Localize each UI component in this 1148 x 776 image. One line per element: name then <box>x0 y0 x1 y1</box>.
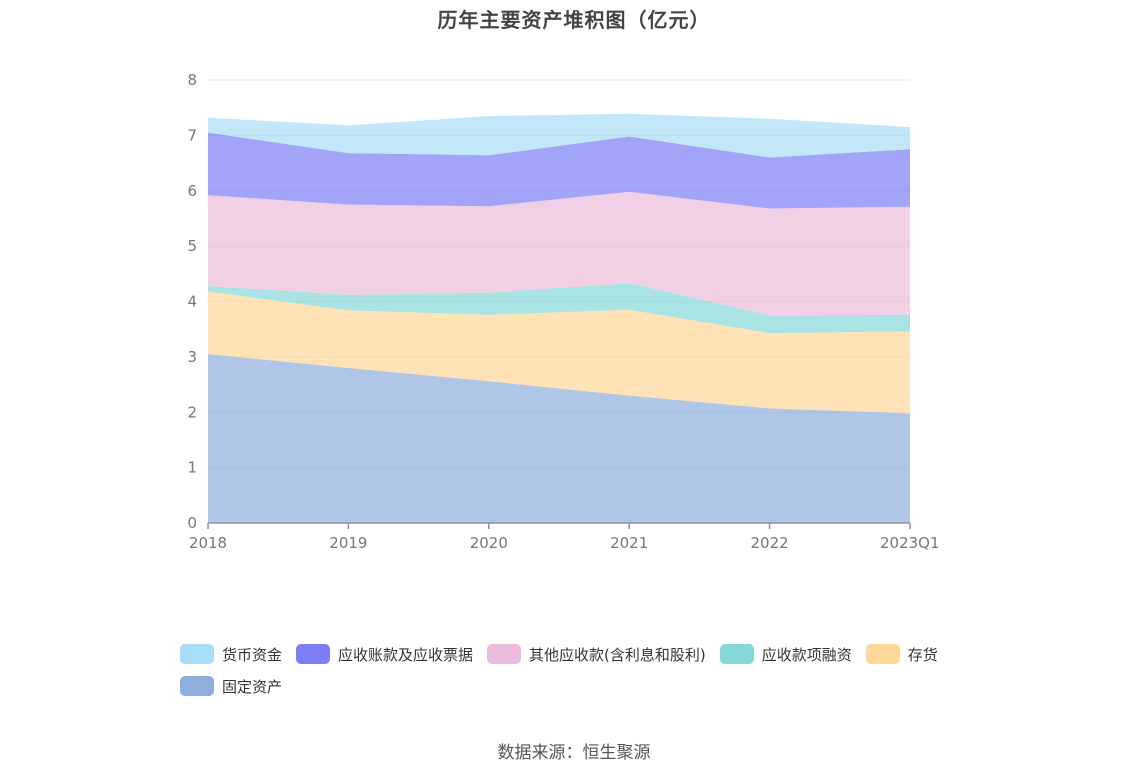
x-tick-label: 2020 <box>470 534 508 552</box>
area-series <box>208 113 910 158</box>
legend-swatch <box>865 644 900 664</box>
chart-legend: 货币资金 应收账款及应收票据 其他应收款(含利息和股利) 应收款项融资 存货 固… <box>180 638 1000 702</box>
legend-swatch <box>180 644 214 664</box>
legend-swatch <box>719 644 754 664</box>
area-series <box>208 132 910 209</box>
chart-title: 历年主要资产堆积图（亿元） <box>437 8 711 32</box>
y-tick-label: 6 <box>187 182 197 200</box>
y-tick-label: 8 <box>187 71 197 89</box>
legend-label: 其他应收款(含利息和股利) <box>529 645 706 664</box>
legend-item-receivables-financing[interactable]: 应收款项融资 <box>719 638 852 670</box>
y-tick-label: 2 <box>187 403 197 421</box>
legend-swatch <box>487 644 522 664</box>
area-series <box>208 291 910 414</box>
area-series <box>208 283 910 334</box>
area-series <box>208 354 910 523</box>
legend-item-other-receivables[interactable]: 其他应收款(含利息和股利) <box>487 638 706 670</box>
legend-label: 货币资金 <box>222 645 283 664</box>
data-source: 数据来源：恒生聚源 <box>497 743 651 763</box>
legend-swatch <box>296 644 331 664</box>
legend-item-receivables-notes[interactable]: 应收账款及应收票据 <box>296 638 473 670</box>
legend-item-cash[interactable]: 货币资金 <box>180 638 282 670</box>
x-tick-label: 2022 <box>751 534 789 552</box>
x-tick-label: 2021 <box>610 534 648 552</box>
stacked-area-chart: 0 1 2 3 4 5 6 7 8 2018 2019 2020 2021 2022 2023Q1 <box>187 71 940 552</box>
x-tick-label: 2019 <box>329 534 367 552</box>
x-tick-label: 2018 <box>189 534 227 552</box>
y-tick-label: 7 <box>187 126 197 144</box>
y-tick-label: 4 <box>187 293 197 311</box>
y-tick-label: 5 <box>187 237 197 255</box>
y-tick-label: 1 <box>187 459 197 477</box>
legend-label: 应收账款及应收票据 <box>338 645 474 664</box>
legend-swatch <box>180 676 214 696</box>
legend-item-fixed-assets[interactable]: 固定资产 <box>180 670 282 702</box>
y-tick-label: 3 <box>187 348 197 366</box>
y-tick-label: 0 <box>187 514 197 532</box>
legend-item-inventory[interactable]: 存货 <box>865 638 938 670</box>
legend-label: 固定资产 <box>222 677 283 696</box>
x-tick-label: 2023Q1 <box>880 534 940 552</box>
area-series <box>208 191 910 316</box>
legend-label: 应收款项融资 <box>761 645 852 664</box>
legend-label: 存货 <box>907 645 938 664</box>
